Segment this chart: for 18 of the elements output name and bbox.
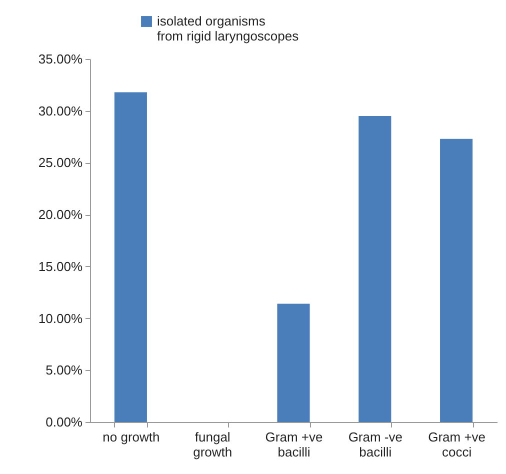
bar bbox=[277, 304, 310, 422]
x-tick-label: fungal growth bbox=[193, 430, 232, 460]
y-tick-label: 20.00% bbox=[38, 207, 83, 222]
x-tick-label: Gram +ve cocci bbox=[428, 430, 486, 460]
y-tick-label: 15.00% bbox=[38, 258, 83, 274]
y-tick-label: 10.00% bbox=[38, 310, 83, 326]
x-tick-label: Gram -ve bacilli bbox=[348, 430, 402, 460]
y-tick-label: 25.00% bbox=[38, 155, 83, 170]
x-tick-label: Gram +ve bacilli bbox=[265, 430, 323, 460]
legend-label: isolated organisms from rigid laryngoscopes bbox=[157, 14, 300, 44]
bar bbox=[358, 116, 392, 422]
y-tick-label: 35.00% bbox=[38, 52, 83, 66]
y-tick-label: 5.00% bbox=[46, 362, 83, 378]
y-tick-label: 30.00% bbox=[38, 103, 83, 118]
bar bbox=[440, 138, 473, 422]
y-tick-label: 0.00% bbox=[46, 414, 83, 430]
bar bbox=[114, 92, 147, 422]
x-tick-label: no growth bbox=[102, 430, 160, 444]
